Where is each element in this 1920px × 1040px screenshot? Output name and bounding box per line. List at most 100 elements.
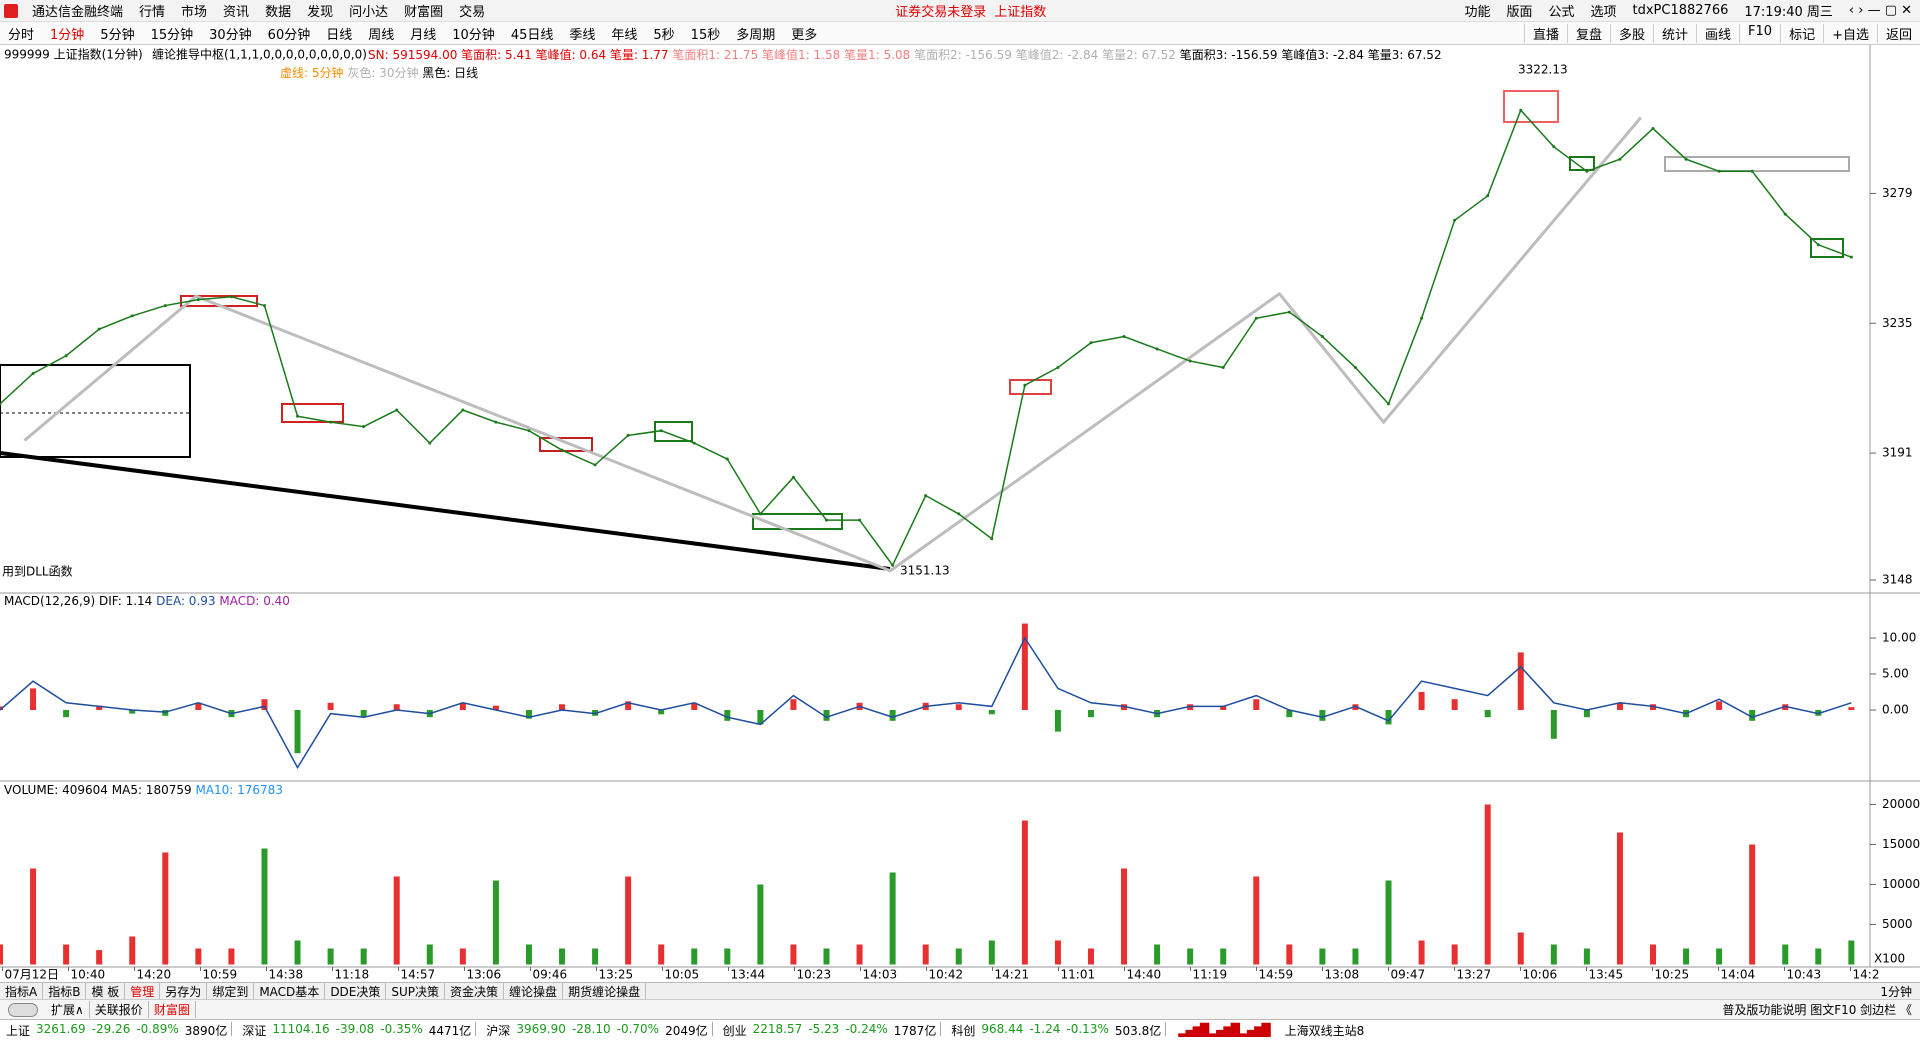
period-tab[interactable]: 月线 (410, 27, 437, 43)
volume-bar (1451, 944, 1458, 965)
stat-group: 笔面积1: 21.75 笔峰值1: 1.58 笔量1: 5.08 (672, 47, 910, 62)
period-tab[interactable]: 5秒 (653, 27, 675, 43)
menu-item[interactable]: 行情 (139, 5, 166, 20)
index-field: 2218.57 (752, 1021, 803, 1036)
index-field: -5.23 (808, 1021, 840, 1036)
period-label[interactable]: 1分钟 (1880, 984, 1912, 999)
macd-bar (1021, 623, 1028, 711)
toggle[interactable] (8, 1002, 38, 1017)
tab[interactable]: 期货缠论操盘 (563, 983, 647, 999)
dll-note: 用到DLL函数 (2, 564, 73, 579)
index-field: 503.8亿 (1114, 1023, 1162, 1038)
volume-bar (1418, 940, 1425, 965)
period-tab[interactable]: 15分钟 (150, 27, 194, 43)
index-field: -0.13% (1066, 1021, 1109, 1036)
chart-tool[interactable]: 画线 (1696, 23, 1739, 43)
window-controls[interactable]: ‹ › — ▢ ✕ (1848, 3, 1913, 18)
login-notice[interactable]: 证券交易未登录 (895, 5, 987, 20)
x-tick-label: 10:05 (665, 968, 700, 982)
menu-item[interactable]: 发现 (307, 5, 334, 20)
chart-tool[interactable]: 返回 (1876, 23, 1920, 43)
y-tick-label: 3279 (1882, 186, 1913, 200)
price-point (395, 408, 399, 412)
price-point (461, 408, 465, 412)
period-tab[interactable]: 30分钟 (209, 27, 252, 43)
period-tab[interactable]: 年线 (611, 27, 638, 43)
y-tick-label: 15000 (1882, 837, 1920, 851)
chart-tool[interactable]: F10 (1739, 23, 1780, 43)
indicator-values: SN: 591594.00 笔面积: 5.41 笔峰值: 0.64 笔量: 1.… (368, 47, 1442, 62)
tool-item[interactable]: 公式 (1548, 5, 1575, 20)
price-point (163, 304, 167, 308)
period-tab[interactable]: 分时 (8, 27, 35, 43)
period-tab[interactable]: 日线 (326, 27, 353, 43)
volume-bar (1683, 948, 1690, 965)
volume-bar (1286, 944, 1293, 965)
tab[interactable]: 管理 (125, 983, 161, 999)
tab[interactable]: 指标A (0, 983, 44, 999)
volume-bar (525, 944, 532, 965)
volume-bar (1087, 948, 1094, 965)
index-quotes: 上证 3261.69 -29.26 -0.89% 3890亿 深证 11104.16 -39.… (0, 1021, 1170, 1039)
tab[interactable]: DDE决策 (325, 983, 387, 999)
menu-item[interactable]: 数据 (265, 5, 292, 20)
indicator-name: 缠论推导中枢(1,1,1,0,0,0,0,0,0,0,0,0) (152, 47, 367, 62)
period-tab[interactable]: 周线 (368, 27, 395, 43)
volume-bar (1716, 948, 1723, 965)
tab[interactable]: 指标B (43, 983, 87, 999)
menu-item[interactable]: 财富圈 (404, 5, 444, 20)
tab[interactable]: 关联报价 (90, 1001, 149, 1018)
period-tab[interactable]: 15秒 (690, 27, 721, 43)
menu-item[interactable]: 资讯 (223, 5, 250, 20)
period-tab[interactable]: 60分钟 (267, 27, 311, 43)
index-field: -28.10 (571, 1021, 611, 1036)
period-tab[interactable]: 多周期 (736, 27, 776, 43)
period-tab[interactable]: 10分钟 (452, 27, 495, 43)
tab[interactable]: SUP决策 (386, 983, 446, 999)
chart-tool[interactable]: 标记 (1780, 23, 1823, 43)
price-point (1552, 145, 1556, 149)
period-tab[interactable]: 45日线 (510, 27, 554, 43)
chart-tool[interactable]: 复盘 (1566, 23, 1610, 43)
chart-tool[interactable]: 统计 (1653, 23, 1696, 43)
index-field: 4471亿 (428, 1023, 472, 1038)
period-tab[interactable]: 1分钟 (50, 27, 85, 43)
tab[interactable]: 绑定到 (207, 983, 255, 999)
tab[interactable]: 模 板 (86, 983, 126, 999)
macd-bar (1385, 710, 1392, 725)
period-tab[interactable]: 更多 (791, 27, 818, 43)
period-tab[interactable]: 5分钟 (100, 27, 135, 43)
pivot-box (1664, 156, 1850, 172)
chart-tool[interactable]: 直播 (1523, 23, 1567, 43)
tool-item[interactable]: 功能 (1464, 5, 1491, 20)
signal-icon: ▂▄▆█ ▂▄▆█ ▂▄▆█ (1178, 1023, 1270, 1037)
macd-bar (1517, 652, 1524, 711)
tool-item[interactable]: 选项 (1590, 5, 1617, 20)
price-point (1254, 316, 1258, 320)
menu-item[interactable]: 交易 (459, 5, 486, 20)
volume-bar (889, 872, 896, 965)
volume-bar (658, 944, 665, 965)
volume-bar (922, 944, 929, 965)
period-tab[interactable]: 季线 (569, 27, 596, 43)
tab[interactable]: 扩展∧ (46, 1001, 90, 1018)
volume-bar (1352, 948, 1359, 965)
tab[interactable]: 另存为 (160, 983, 208, 999)
tool-item[interactable]: 版面 (1506, 5, 1533, 20)
volume-bar (1517, 932, 1524, 965)
chart-tool[interactable]: +自选 (1823, 23, 1877, 43)
menu-item[interactable]: 市场 (181, 5, 208, 20)
price-point (1816, 243, 1820, 247)
tab[interactable]: MACD基本 (254, 983, 326, 999)
tab[interactable]: 资金决策 (445, 983, 505, 999)
menu-item[interactable]: 问小达 (349, 5, 389, 20)
volume-bar (1154, 944, 1161, 965)
tab-list: 指标A 指标B 模 板管理 另存为 绑定到 MACD基本 DDE决策 SUP决策 资金决策 缠论操… (0, 983, 647, 999)
chart-tool[interactable]: 多股 (1609, 23, 1653, 43)
side-links[interactable]: 普及版功能说明 图文F10 剑边栏 《 (1722, 1003, 1912, 1017)
tab[interactable]: 缠论操盘 (504, 983, 564, 999)
pivot-box (1009, 379, 1052, 395)
macd-bar (1087, 710, 1094, 718)
tab[interactable]: 财富圈 (149, 1001, 196, 1018)
index-field: -39.08 (335, 1021, 375, 1036)
